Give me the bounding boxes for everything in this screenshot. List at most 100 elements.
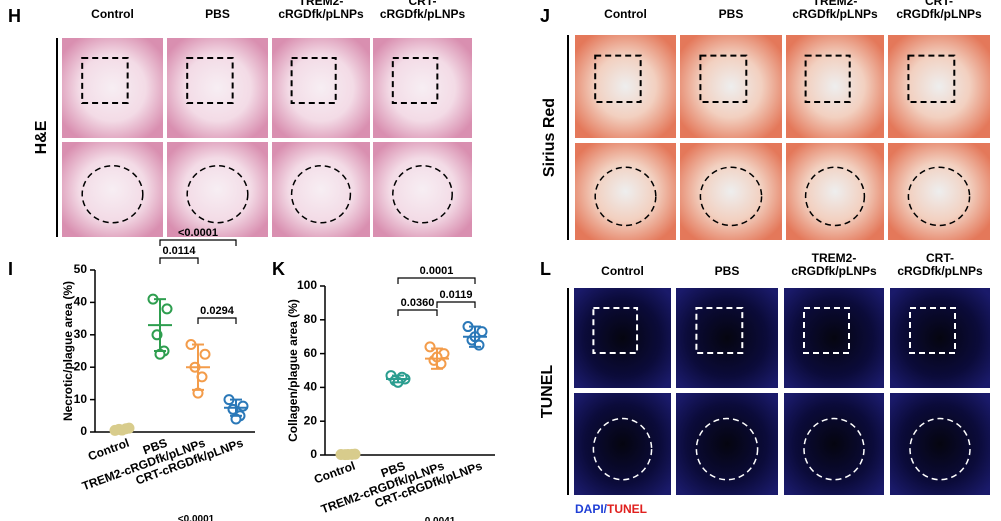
micrograph	[676, 288, 778, 388]
micrograph	[890, 288, 990, 388]
y-tick-label: 60	[304, 346, 318, 360]
micrograph	[373, 38, 472, 138]
micrograph	[680, 35, 782, 138]
x-tick-label: Control	[86, 436, 131, 464]
row-label: Sirius Red	[541, 98, 558, 177]
zoom-box	[907, 54, 956, 103]
micrograph	[62, 142, 163, 237]
column-header: cRGDfk/pLNPs	[897, 264, 983, 278]
significance-bracket	[197, 317, 237, 324]
column-header: PBS	[715, 264, 740, 278]
column-header: CRT-	[926, 251, 954, 265]
panel-label: K	[272, 259, 285, 279]
lesion-outline	[907, 166, 971, 227]
data-point	[424, 341, 436, 353]
lesion-outline	[695, 417, 759, 481]
y-axis-label: Necrotic/plague area (%)	[61, 281, 75, 421]
micrograph	[786, 35, 884, 138]
zoom-box	[391, 57, 439, 104]
zoom-box	[290, 57, 337, 104]
column-header: Control	[91, 7, 134, 21]
column-header: PBS	[205, 7, 230, 21]
legend-entry: TUNEL	[607, 502, 647, 516]
y-tick-label: 0	[310, 447, 317, 461]
column-header: Control	[601, 264, 644, 278]
significance-bracket	[159, 239, 237, 246]
panel-label: I	[8, 259, 13, 279]
zoom-box	[803, 307, 850, 354]
y-tick-label: 20	[74, 359, 88, 373]
column-header: TREM2-	[813, 0, 858, 8]
lesion-outline	[81, 165, 144, 224]
micrograph	[167, 38, 268, 138]
data-point	[161, 303, 173, 315]
zoom-box	[592, 307, 639, 354]
y-tick-label: 40	[74, 295, 88, 309]
lesion-outline	[909, 417, 971, 481]
micrograph	[272, 142, 370, 237]
legend: DAPI/TUNEL	[575, 502, 647, 516]
zoom-box	[594, 54, 642, 103]
column-header: CRT-	[925, 0, 953, 8]
data-point	[199, 348, 211, 360]
p-value: 0.0360	[401, 297, 435, 309]
zoom-box	[186, 57, 234, 104]
column-header: cRGDfk/pLNPs	[278, 7, 364, 21]
significance-bracket	[436, 301, 476, 308]
zoom-box	[699, 54, 748, 103]
p-value: 0.0294	[200, 305, 235, 317]
significance-bracket	[397, 309, 438, 316]
micrograph	[888, 35, 990, 138]
micrograph	[574, 393, 671, 495]
panel-label: L	[540, 259, 551, 279]
micrograph	[575, 143, 676, 240]
legend-entry: DAPI	[575, 502, 604, 516]
micrograph	[784, 393, 884, 495]
column-header: CRT-	[409, 0, 437, 8]
micrograph	[784, 288, 884, 388]
y-tick-label: 80	[304, 312, 318, 326]
column-header: TREM2-	[299, 0, 344, 8]
lesion-outline	[592, 417, 653, 481]
zoom-box	[804, 54, 851, 103]
lesion-outline	[186, 165, 249, 224]
lesion-outline	[699, 166, 763, 227]
x-tick-label: Control	[312, 459, 357, 487]
y-tick-label: 100	[297, 278, 317, 292]
micrograph	[890, 393, 990, 495]
y-tick-label: 40	[304, 380, 318, 394]
lesion-outline	[804, 166, 866, 227]
micrograph	[676, 393, 778, 495]
y-tick-label: 50	[74, 262, 88, 276]
significance-bracket	[159, 257, 199, 264]
p-value: 0.0114	[162, 245, 196, 257]
column-header: cRGDfk/pLNPs	[792, 7, 878, 21]
micrograph	[62, 38, 163, 138]
micrograph	[167, 142, 268, 237]
cut-off-text: 0.0041	[425, 516, 456, 521]
micrograph	[575, 35, 676, 138]
p-value: 0.0119	[439, 289, 472, 301]
micrograph	[786, 143, 884, 240]
column-header: TREM2-	[812, 251, 857, 265]
micrograph	[373, 142, 472, 237]
data-point	[237, 400, 249, 412]
p-value: <0.0001	[178, 227, 218, 239]
micrograph	[680, 143, 782, 240]
lesion-outline	[392, 165, 453, 224]
lesion-outline	[594, 166, 657, 227]
significance-bracket	[397, 277, 476, 284]
y-axis-label: Collagen/plague area (%)	[286, 299, 300, 442]
zoom-box	[909, 307, 956, 354]
column-header: cRGDfk/pLNPs	[380, 7, 466, 21]
lesion-outline	[803, 417, 865, 481]
column-header: cRGDfk/pLNPs	[791, 264, 877, 278]
panel-label: J	[540, 6, 550, 26]
y-tick-label: 10	[74, 392, 88, 406]
p-value: 0.0001	[420, 265, 454, 277]
cut-off-text: <0.0001	[178, 514, 215, 521]
row-label: TUNEL	[539, 365, 556, 419]
legend-separator: /	[604, 502, 608, 516]
column-header: Control	[604, 7, 647, 21]
